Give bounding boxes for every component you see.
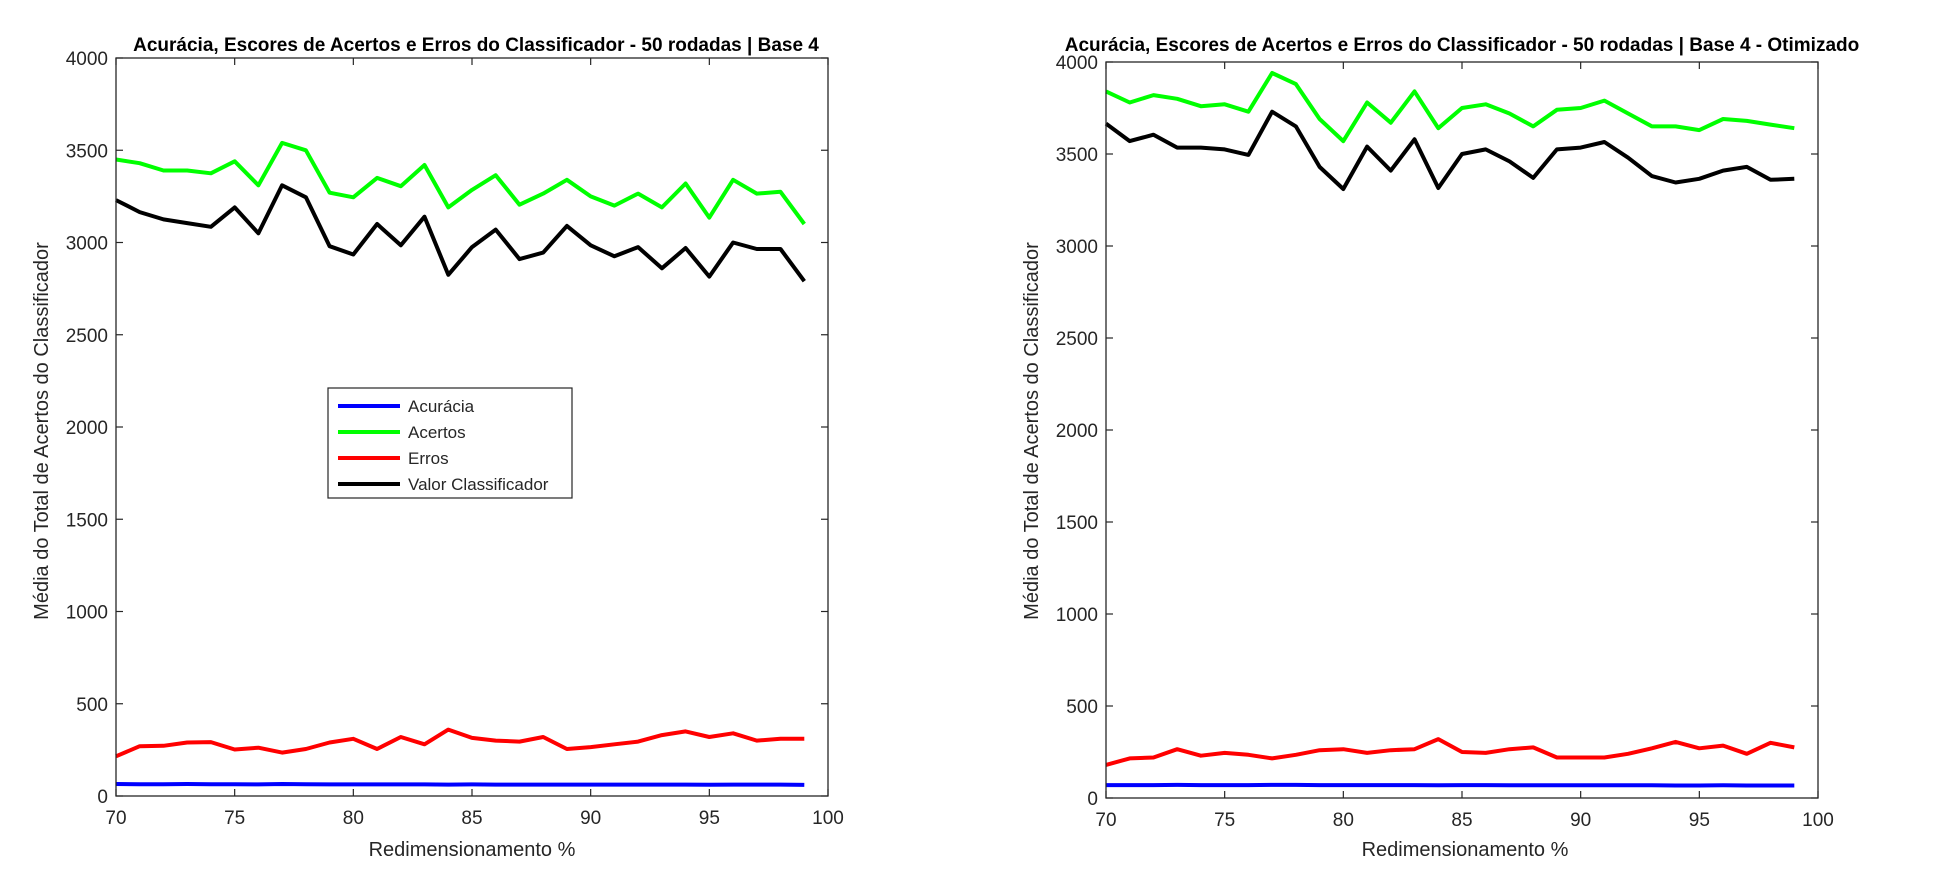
left-chart-y-tick-label: 3500 <box>66 141 108 162</box>
left-chart-x-tick-label: 70 <box>105 808 126 829</box>
left-chart-x-tick-label: 100 <box>812 808 844 829</box>
right-chart-series-valor-classificador <box>1104 109 1795 191</box>
right-chart-x-tick-label: 100 <box>1802 810 1834 831</box>
left-chart-series-valor-classificador <box>115 183 806 283</box>
legend-label-valor-classificador: Valor Classificador <box>408 475 549 494</box>
right-chart-y-tick-label: 3500 <box>1056 145 1098 166</box>
right-chart-y-axis-label: Média do Total de Acertos do Classificad… <box>1021 242 1043 620</box>
left-chart-y-tick-label: 500 <box>76 695 108 716</box>
right-chart-series-erros <box>1105 737 1795 767</box>
left-chart-ticks: 70 75 80 85 90 95 1000500100015002000250030003… <box>66 49 844 829</box>
right-chart-y-tick-label: 2000 <box>1056 421 1098 442</box>
right-chart-y-tick-label: 1500 <box>1056 513 1098 534</box>
left-chart-series-acuracia <box>115 782 805 787</box>
right-chart-ticks: 70 75 80 85 90 95 1000500100015002000250030003… <box>1056 53 1834 831</box>
right-chart-x-tick-label: 95 <box>1689 810 1710 831</box>
legend-label-acertos: Acertos <box>408 423 466 442</box>
left-chart-series <box>115 140 806 787</box>
left-chart-title: Acurácia, Escores de Acertos e Erros do … <box>133 35 819 56</box>
left-chart-y-tick-label: 1000 <box>66 603 108 624</box>
right-chart-x-tick-label: 80 <box>1333 810 1354 831</box>
right-chart-x-tick-label: 75 <box>1214 810 1235 831</box>
legend-label-erros: Erros <box>408 449 449 468</box>
left-chart-y-axis-label: Média do Total de Acertos do Classificad… <box>31 242 53 620</box>
right-chart-x-axis-label: Redimensionamento % <box>1362 839 1569 861</box>
left-chart-x-tick-label: 90 <box>580 808 601 829</box>
right-chart-y-tick-label: 0 <box>1087 789 1098 810</box>
right-chart-x-tick-label: 70 <box>1095 810 1116 831</box>
left-chart-x-tick-label: 75 <box>224 808 245 829</box>
right-chart-x-tick-label: 90 <box>1570 810 1591 831</box>
left-chart-y-tick-label: 3000 <box>66 234 108 255</box>
legend-label-acuracia: Acurácia <box>408 397 475 416</box>
right-chart-y-tick-label: 4000 <box>1056 53 1098 74</box>
left-chart-y-tick-label: 2000 <box>66 418 108 439</box>
right-chart-x-tick-label: 85 <box>1451 810 1472 831</box>
left-chart: Acurácia, Escores de Acertos e Erros do … <box>31 35 844 861</box>
right-chart: Acurácia, Escores de Acertos e Erros do … <box>1021 35 1859 861</box>
left-chart-x-axis-label: Redimensionamento % <box>369 839 576 861</box>
right-chart-plot-frame <box>1105 61 1819 799</box>
left-chart-x-tick-label: 95 <box>699 808 720 829</box>
right-chart-y-tick-label: 500 <box>1066 697 1098 718</box>
left-chart-x-tick-label: 85 <box>461 808 482 829</box>
right-chart-y-tick-label: 2500 <box>1056 329 1098 350</box>
right-chart-series-acertos <box>1105 71 1795 144</box>
right-chart-series <box>1104 71 1795 788</box>
left-chart-y-tick-label: 1500 <box>66 510 108 531</box>
left-chart-legend: Acurácia Acertos Erros Valor Classificador <box>327 387 573 499</box>
right-chart-title: Acurácia, Escores de Acertos e Erros do … <box>1065 35 1859 56</box>
left-chart-x-tick-label: 80 <box>343 808 364 829</box>
left-chart-y-tick-label: 0 <box>97 787 108 808</box>
right-chart-y-tick-label: 1000 <box>1056 605 1098 626</box>
left-chart-plot-frame <box>115 57 829 797</box>
left-chart-series-erros <box>115 727 805 759</box>
left-chart-series-acertos <box>115 140 806 226</box>
right-chart-y-tick-label: 3000 <box>1056 237 1098 258</box>
left-chart-y-tick-label: 4000 <box>66 49 108 70</box>
left-chart-y-tick-label: 2500 <box>66 326 108 347</box>
right-chart-series-acuracia <box>1106 782 1795 788</box>
